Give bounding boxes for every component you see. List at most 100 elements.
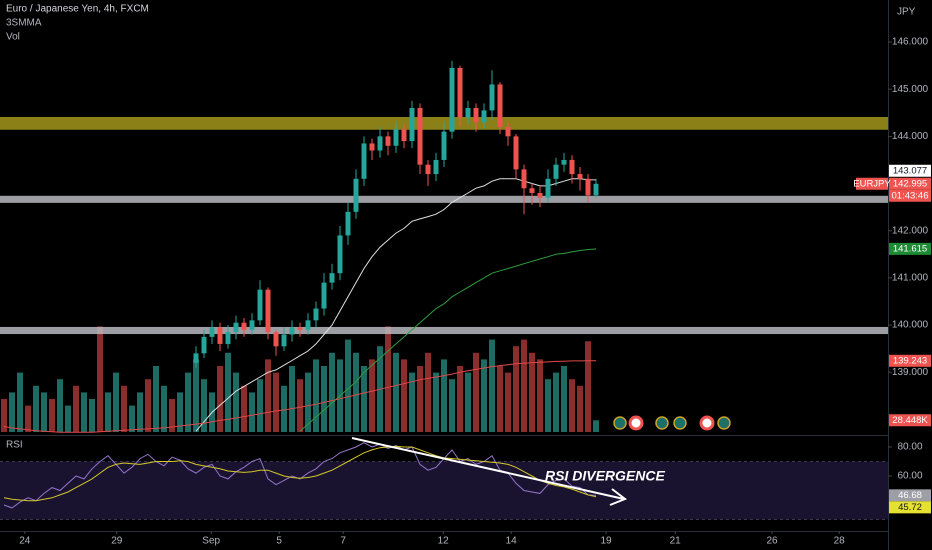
volume-bar bbox=[273, 372, 279, 432]
volume-bar bbox=[201, 379, 207, 432]
moving-average bbox=[195, 178, 597, 432]
event-icon bbox=[717, 416, 731, 430]
indicator-name: Vol bbox=[6, 32, 20, 43]
volume-bar bbox=[121, 385, 127, 432]
volume-bar bbox=[473, 352, 479, 432]
volume-bar bbox=[217, 366, 223, 432]
volume-bar bbox=[33, 385, 39, 432]
x-tick-label: 5 bbox=[276, 536, 282, 547]
price-pill-label: 141.615 bbox=[893, 243, 927, 254]
x-tick-label: 26 bbox=[766, 536, 778, 547]
volume-bar bbox=[513, 346, 519, 432]
volume-bar bbox=[185, 372, 191, 432]
volume-bar bbox=[145, 379, 151, 432]
volume-bar bbox=[17, 372, 23, 432]
y-tick-label: 144.000 bbox=[892, 131, 929, 142]
y-tick-label: 141.000 bbox=[892, 273, 929, 284]
volume-bar bbox=[113, 372, 119, 432]
volume-bar bbox=[137, 392, 143, 432]
candle-body bbox=[481, 110, 487, 123]
volume-bar bbox=[313, 359, 319, 432]
price-pill-label: 143.077 bbox=[893, 165, 927, 176]
y-tick-label: 142.000 bbox=[892, 225, 929, 236]
x-tick-label: 28 bbox=[834, 536, 846, 547]
candle-body bbox=[529, 188, 535, 193]
rsi-tick-label: 60.00 bbox=[897, 471, 922, 482]
volume-bar bbox=[177, 392, 183, 432]
event-icon bbox=[655, 416, 669, 430]
candle-body bbox=[489, 84, 495, 111]
chart-title: Euro / Japanese Yen, 4h, FXCM bbox=[6, 4, 149, 15]
volume-bar bbox=[521, 339, 527, 432]
volume-bar bbox=[297, 379, 303, 432]
volume-bar bbox=[497, 366, 503, 432]
candle-body bbox=[553, 164, 559, 179]
volume-bar bbox=[353, 352, 359, 432]
candle-body bbox=[265, 289, 271, 333]
moving-average bbox=[3, 360, 596, 433]
countdown: 01:43:46 bbox=[892, 190, 929, 201]
currency-label: JPY bbox=[897, 7, 916, 18]
volume-bar bbox=[57, 379, 63, 432]
volume-bar bbox=[441, 359, 447, 432]
price-pill bbox=[889, 164, 931, 177]
volume-bar bbox=[417, 366, 423, 432]
volume-bar bbox=[449, 379, 455, 432]
volume-bar bbox=[289, 366, 295, 432]
candle-body bbox=[545, 178, 551, 198]
volume-bar bbox=[561, 366, 567, 432]
x-tick-label: 14 bbox=[506, 536, 518, 547]
volume-bar bbox=[105, 392, 111, 432]
rsi-band bbox=[0, 461, 888, 520]
candle-body bbox=[401, 129, 407, 142]
candle-body bbox=[377, 136, 383, 151]
price-pill-label: 45.72 bbox=[898, 502, 922, 513]
plot: 146.000 145.000 144.000 142.000 141.000 140.0… bbox=[0, 37, 931, 547]
volume-bar bbox=[233, 372, 239, 432]
candle-body bbox=[369, 143, 375, 151]
volume-bar bbox=[153, 366, 159, 432]
x-tick-label: 24 bbox=[19, 536, 31, 547]
price-pill-label: 46.68 bbox=[898, 490, 922, 501]
price-pill bbox=[889, 489, 931, 502]
event-icon bbox=[673, 416, 687, 430]
candle-body bbox=[329, 273, 335, 283]
symbol-label: EURJPY bbox=[853, 178, 891, 189]
volume-bar bbox=[265, 359, 271, 432]
indicator-name: 3SMMA bbox=[6, 18, 42, 29]
volume-bar bbox=[193, 359, 199, 432]
candle-body bbox=[433, 159, 439, 175]
x-tick-label: Sep bbox=[202, 536, 220, 547]
y-tick-label: 140.000 bbox=[892, 320, 929, 331]
price-pill bbox=[889, 354, 931, 367]
volume-bar bbox=[425, 352, 431, 432]
volume-bar bbox=[225, 352, 231, 432]
candle-body bbox=[297, 327, 303, 330]
candle-body bbox=[585, 178, 591, 196]
event-icon bbox=[613, 416, 627, 430]
volume-bar bbox=[369, 359, 375, 432]
annotation: RSI DIVERGENCE bbox=[545, 468, 665, 484]
rsi-line bbox=[3, 442, 597, 509]
zone bbox=[0, 195, 888, 203]
price-pill bbox=[889, 242, 931, 255]
candle-body bbox=[569, 159, 575, 175]
candle-body bbox=[393, 129, 399, 146]
divergence-arrow bbox=[351, 437, 628, 506]
volume-bar bbox=[569, 379, 575, 432]
volume-bar bbox=[537, 359, 543, 432]
volume-bar bbox=[73, 385, 79, 432]
candle-body bbox=[409, 108, 415, 142]
candle-body bbox=[321, 282, 327, 309]
y-tick-label: 139.000 bbox=[892, 367, 929, 378]
volume-pill bbox=[889, 414, 931, 427]
volume-bar bbox=[281, 385, 287, 432]
x-tick-label: 12 bbox=[438, 536, 450, 547]
event-icon bbox=[628, 415, 644, 431]
candle-body bbox=[345, 211, 351, 236]
volume-bar bbox=[361, 366, 367, 432]
candle-body bbox=[473, 108, 479, 123]
volume-bar bbox=[433, 372, 439, 432]
volume-bar bbox=[401, 359, 407, 432]
